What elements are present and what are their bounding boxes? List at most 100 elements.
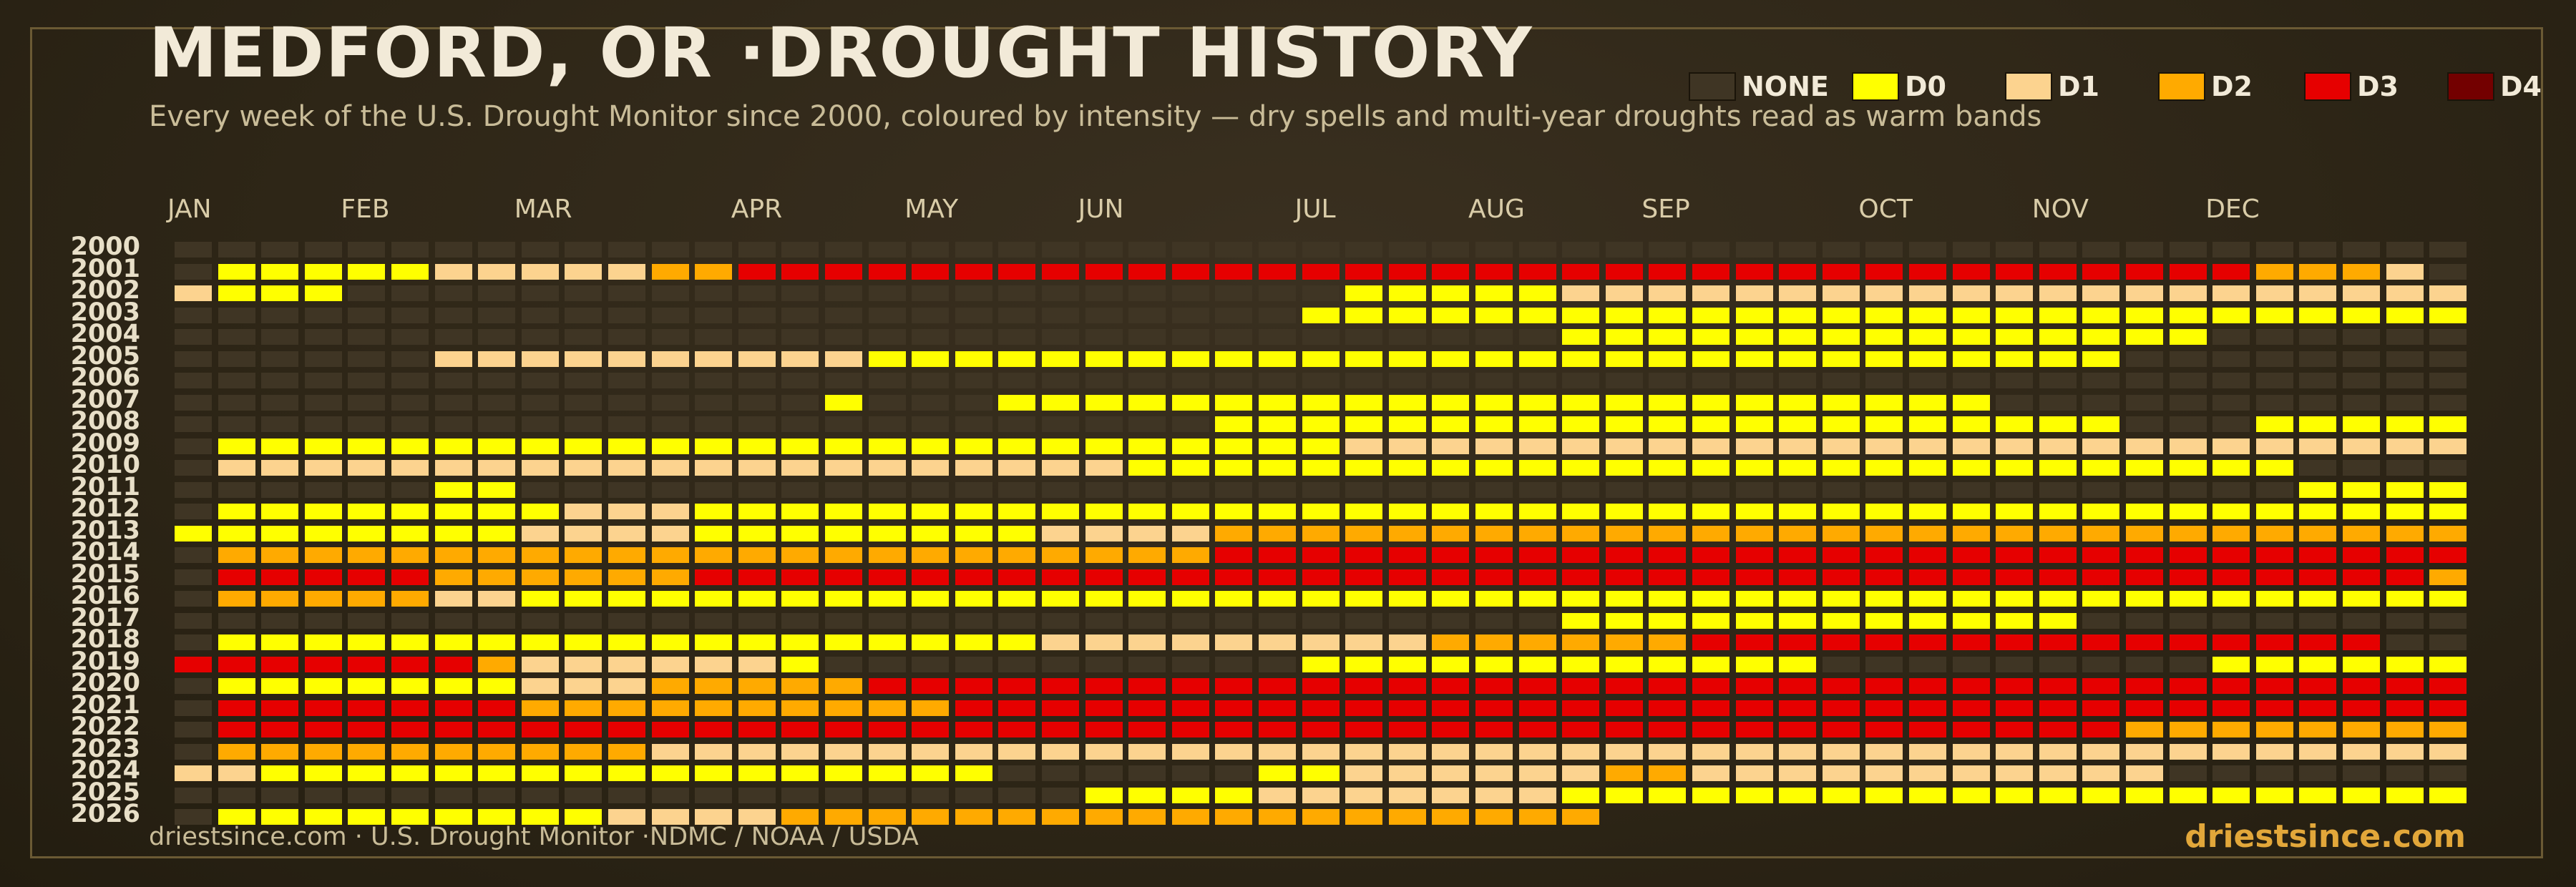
heatmap-cell [1605, 351, 1643, 367]
heatmap-cell [1345, 394, 1383, 411]
heatmap-cell [825, 394, 862, 411]
heatmap-cell [2386, 591, 2424, 607]
heatmap-cell [2126, 329, 2163, 345]
heatmap-cell [868, 394, 906, 411]
heatmap-cell [955, 700, 992, 716]
heatmap-cell [1996, 743, 2034, 760]
heatmap-cell [1735, 460, 1773, 476]
heatmap-cell [912, 591, 950, 607]
heatmap-cell [2212, 700, 2250, 716]
heatmap-cell [218, 525, 255, 541]
heatmap-cell [2126, 765, 2163, 781]
heatmap-cell [2126, 394, 2163, 411]
heatmap-cell [1042, 438, 1079, 454]
heatmap-cell [2039, 678, 2077, 694]
source-footer: driestsince.com · U.S. Drought Monitor ·… [149, 823, 919, 851]
heatmap-cell [2343, 525, 2380, 541]
heatmap-cell [2039, 438, 2077, 454]
heatmap-cell [218, 307, 255, 323]
heatmap-cell [825, 634, 862, 650]
heatmap-cell [434, 307, 472, 323]
heatmap-cell [868, 591, 906, 607]
heatmap-cell [1865, 394, 1903, 411]
heatmap-cell [348, 329, 386, 345]
heatmap-cell [1649, 765, 1687, 781]
heatmap-cell [695, 634, 733, 650]
heatmap-cell [912, 809, 950, 825]
month-label-nov: NOV [2031, 195, 2089, 224]
heatmap-cell [825, 242, 862, 258]
heatmap-cell [1085, 634, 1123, 650]
heatmap-cell [2126, 547, 2163, 563]
heatmap-cell [1085, 765, 1123, 781]
heatmap-cell [261, 460, 299, 476]
heatmap-cell [1996, 634, 2034, 650]
heatmap-cell [218, 722, 255, 737]
heatmap-cell [175, 634, 212, 650]
heatmap-cell [218, 678, 255, 694]
heatmap-cell [781, 634, 819, 650]
heatmap-cell [1909, 765, 1946, 781]
heatmap-cell [521, 634, 559, 650]
heatmap-cell [2039, 351, 2077, 367]
heatmap-cell [2343, 307, 2380, 323]
heatmap-cell [1996, 373, 2034, 388]
heatmap-cell [1865, 678, 1903, 694]
heatmap-cell [2429, 569, 2467, 585]
heatmap-cell [478, 373, 516, 388]
heatmap-cell [1649, 460, 1687, 476]
heatmap-cell [1779, 612, 1817, 629]
heatmap-cell [2169, 787, 2207, 803]
heatmap-cell [2082, 743, 2120, 760]
heatmap-cell [1735, 525, 1773, 541]
heatmap-cell [1779, 263, 1817, 280]
heatmap-cell [175, 656, 212, 672]
heatmap-cell [2212, 394, 2250, 411]
heatmap-cell [998, 809, 1036, 825]
heatmap-cell [565, 612, 602, 629]
heatmap-cell [2386, 765, 2424, 781]
heatmap-cell [565, 634, 602, 650]
heatmap-cell [391, 547, 429, 563]
heatmap-cell [1259, 285, 1296, 301]
heatmap-cell [1345, 438, 1383, 454]
heatmap-cell [1518, 394, 1556, 411]
heatmap-cell [261, 416, 299, 432]
heatmap-cell [1779, 678, 1817, 694]
heatmap-cell [391, 787, 429, 803]
heatmap-cell [608, 285, 645, 301]
heatmap-cell [2169, 351, 2207, 367]
heatmap-cell [781, 809, 819, 825]
heatmap-cell [1475, 656, 1513, 672]
heatmap-cell [781, 351, 819, 367]
heatmap-cell [1822, 263, 1860, 280]
heatmap-cell [2039, 591, 2077, 607]
heatmap-cell [1259, 263, 1296, 280]
heatmap-cell [348, 612, 386, 629]
heatmap-cell [218, 460, 255, 476]
heatmap-cell [175, 438, 212, 454]
heatmap-cell [1215, 809, 1253, 825]
heatmap-cell [434, 481, 472, 498]
heatmap-cell [1302, 678, 1340, 694]
heatmap-cell [912, 242, 950, 258]
heatmap-cell [955, 438, 992, 454]
heatmap-cell [781, 329, 819, 345]
heatmap-cell [738, 351, 776, 367]
heatmap-cell [218, 612, 255, 629]
heatmap-cell [825, 438, 862, 454]
heatmap-cell [478, 351, 516, 367]
heatmap-cell [565, 809, 602, 825]
heatmap-cell [2299, 634, 2337, 650]
heatmap-cell [608, 656, 645, 672]
brand-link[interactable]: driestsince.com [2185, 818, 2466, 855]
heatmap-cell [2039, 481, 2077, 498]
heatmap-cell [781, 416, 819, 432]
heatmap-cell [608, 634, 645, 650]
heatmap-cell [1865, 525, 1903, 541]
heatmap-cell [2299, 678, 2337, 694]
heatmap-cell [1302, 634, 1340, 650]
heatmap-cell [651, 263, 689, 280]
heatmap-cell [1388, 263, 1426, 280]
heatmap-cell [2255, 765, 2293, 781]
